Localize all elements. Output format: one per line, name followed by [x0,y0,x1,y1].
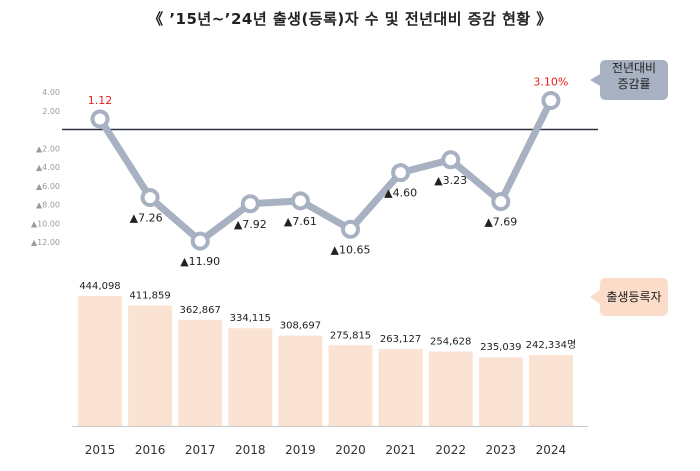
x-tick-label: 2020 [335,443,366,457]
line-point [441,150,461,170]
line-callout-shape [590,60,668,100]
line-value-label: ▲10.65 [331,243,371,256]
line-points [90,90,561,251]
bar [528,355,573,426]
chart-title: 《 ’15년~’24년 출생(등록)자 수 및 전년대비 증감 현황 》 [148,10,552,28]
line-point [190,231,210,251]
bar-value-label: 444,098 [79,281,120,292]
line-callout-text-2: 증감률 [617,77,650,91]
bar-callout-text: 출생등록자 [606,290,661,304]
bar [278,335,323,426]
x-tick-label: 2024 [536,443,567,457]
bar [228,328,273,426]
bars [78,296,573,426]
line-point [240,194,260,214]
bar-value-label: 254,628 [430,336,471,347]
line-value-label: ▲11.90 [180,255,220,268]
line-point [290,191,310,211]
line-point [541,90,561,110]
bar-value-label: 235,039 [480,342,521,353]
bar-value-label: 242,334명 [526,339,577,351]
line-value-label: ▲3.23 [434,174,467,187]
line-value-label: 1.12 [88,94,113,107]
line-value-label: ▲7.69 [484,216,517,229]
line-point [391,163,411,183]
y-tick-label: ▲2.00 [36,144,60,153]
line-series-path [96,96,555,245]
bar-value-labels: 444,098 411,859 362,867 334,115 308,697 275,8… [79,281,576,353]
x-tick-label: 2022 [435,443,466,457]
bar [378,348,423,426]
bar-value-label: 334,115 [230,313,271,324]
bar [478,357,523,426]
bar-value-label: 263,127 [380,334,421,345]
line-value-label: ▲4.60 [384,187,417,200]
line-value-label: ▲7.92 [234,218,267,231]
line-point [341,219,360,239]
x-tick-label: 2021 [385,443,416,457]
x-tick-label: 2019 [285,443,316,457]
line-callout: 전년대비 증감률 [590,60,668,100]
bar-callout: 출생등록자 [590,278,668,316]
line-value-labels: 1.12 ▲7.26 ▲11.90 ▲7.92 ▲7.61 ▲10.65 ▲4.60 ▲3.2… [88,75,569,268]
line-value-label: ▲7.26 [130,212,163,225]
bar-callout-shape [590,278,668,316]
line-point [140,188,160,208]
line-point [491,192,511,212]
y-tick-label: ▲10.00 [31,219,60,228]
y-tick-label: ▲12.00 [31,238,60,247]
line-chart: 4.00 2.00 ▲2.00 ▲4.00 ▲6.00 ▲8.00 ▲10.00 ▲12.00… [31,60,668,268]
line-point [90,109,110,129]
bar [328,345,373,426]
bar [78,296,122,426]
x-tick-label: 2016 [135,443,166,457]
bar [428,351,473,426]
x-tick-label: 2018 [235,443,266,457]
bar-value-label: 308,697 [280,321,321,332]
bar [178,319,223,426]
line-value-label: 3.10% [533,75,568,88]
line-y-axis-ticks: 4.00 2.00 ▲2.00 ▲4.00 ▲6.00 ▲8.00 ▲10.00 ▲12.00 [31,88,60,247]
y-tick-label: 2.00 [42,107,60,116]
y-tick-label: ▲6.00 [36,182,60,191]
bar-chart: 444,098 411,859 362,867 334,115 308,697 275,8… [72,278,668,457]
bar-value-label: 275,815 [330,330,371,341]
y-tick-label: ▲8.00 [36,201,60,210]
x-tick-label: 2017 [185,443,216,457]
line-callout-text-1: 전년대비 [612,61,656,75]
bar-value-label: 411,859 [129,290,170,301]
x-axis-tick-labels: 2015 2016 2017 2018 2019 2020 2021 2022 2023 2024 [85,443,566,457]
bar [128,305,173,426]
y-tick-label: 4.00 [42,88,60,97]
x-tick-label: 2023 [486,443,517,457]
line-value-label: ▲7.61 [284,215,317,228]
x-tick-label: 2015 [85,443,116,457]
bar-value-label: 362,867 [180,305,221,316]
y-tick-label: ▲4.00 [36,163,60,172]
